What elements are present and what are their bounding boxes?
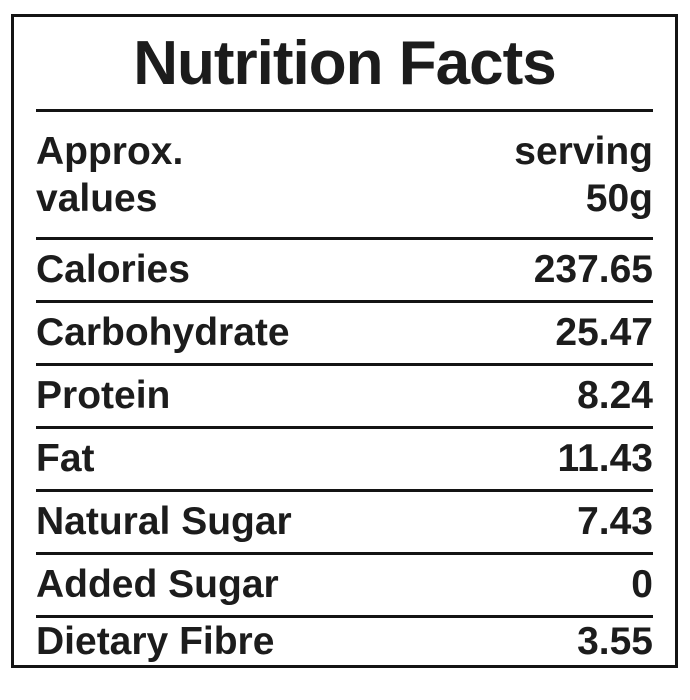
nutrition-facts-label: Nutrition Facts Approx. values serving 5…: [11, 14, 678, 668]
serving-right-line2: 50g: [585, 176, 653, 220]
nutrient-row: Protein 8.24: [36, 363, 653, 426]
nutrient-row: Calories 237.65: [36, 237, 653, 300]
nutrient-value: 3.55: [577, 619, 653, 663]
nutrient-row: Carbohydrate 25.47: [36, 300, 653, 363]
nutrient-value: 8.24: [577, 374, 653, 417]
nutrient-rows: Calories 237.65 Carbohydrate 25.47 Prote…: [36, 237, 653, 665]
nutrient-row: Dietary Fibre 3.55: [36, 615, 653, 665]
nutrient-name: Dietary Fibre: [36, 619, 275, 663]
nutrient-value: 11.43: [557, 437, 653, 480]
nutrient-name: Fat: [36, 437, 95, 480]
serving-header: Approx. values serving 50g: [36, 112, 653, 237]
serving-left-line1: Approx.: [36, 129, 184, 173]
label-title: Nutrition Facts: [36, 17, 653, 112]
nutrient-name: Protein: [36, 374, 171, 417]
serving-header-right: serving 50g: [514, 128, 653, 222]
nutrient-row: Natural Sugar 7.43: [36, 489, 653, 552]
nutrient-name: Added Sugar: [36, 563, 279, 606]
nutrient-row: Added Sugar 0: [36, 552, 653, 615]
nutrient-value: 237.65: [533, 248, 653, 291]
nutrient-value: 0: [631, 563, 653, 606]
nutrient-value: 25.47: [555, 311, 653, 354]
nutrient-name: Natural Sugar: [36, 500, 292, 543]
nutrient-name: Calories: [36, 248, 190, 291]
serving-right-line1: serving: [514, 129, 653, 173]
serving-header-left: Approx. values: [36, 128, 183, 222]
serving-left-line2: values: [36, 176, 158, 220]
nutrient-name: Carbohydrate: [36, 311, 290, 354]
nutrient-value: 7.43: [577, 500, 653, 543]
nutrient-row: Fat 11.43: [36, 426, 653, 489]
